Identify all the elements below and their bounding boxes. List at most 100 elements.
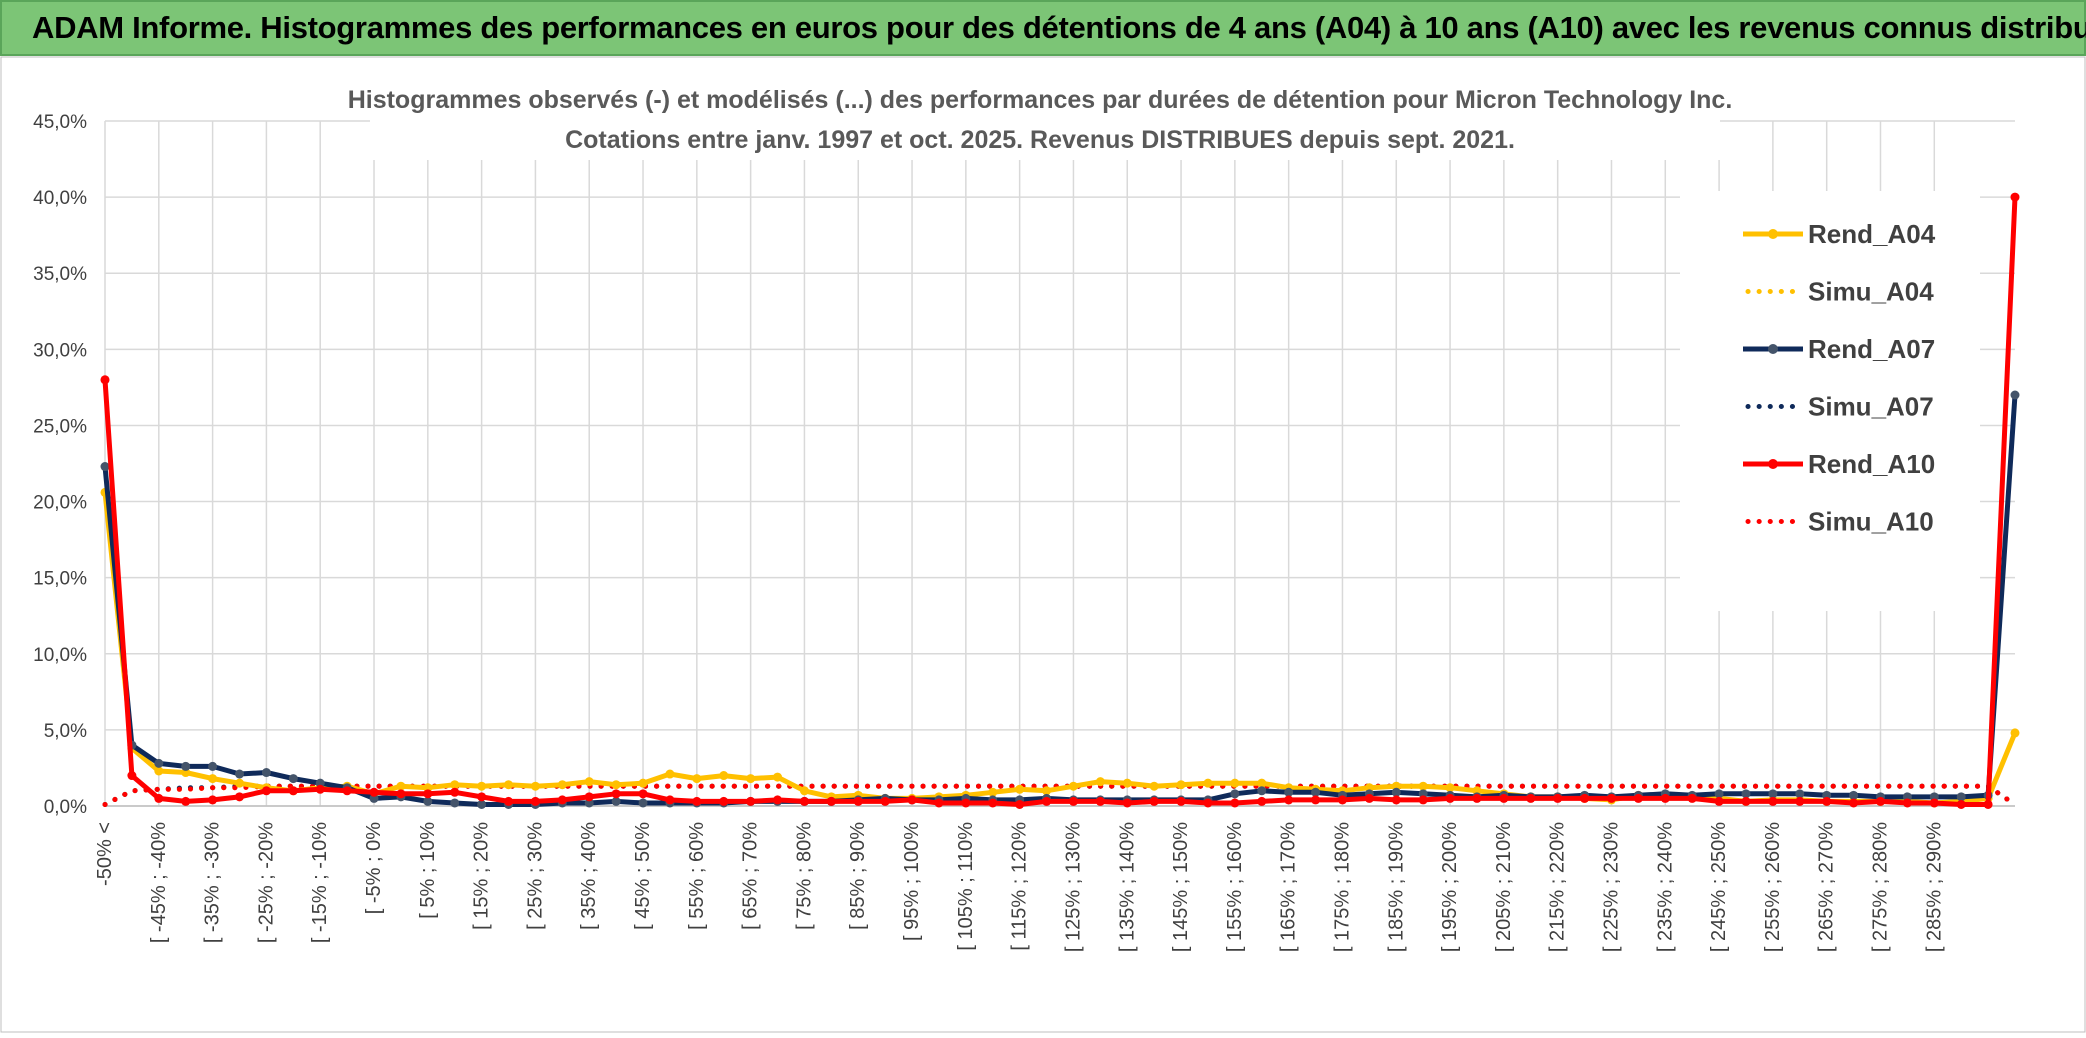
data-point <box>1983 799 1993 809</box>
data-point <box>1499 793 1509 803</box>
data-point <box>638 789 648 799</box>
y-tick-label: 45,0% <box>33 112 87 133</box>
data-point <box>961 798 971 808</box>
legend-label: Rend_A04 <box>1808 219 1936 249</box>
data-point <box>1687 793 1697 803</box>
legend-label: Simu_A04 <box>1808 277 1934 307</box>
x-tick-label: -50% < <box>94 822 116 886</box>
legend-item: Rend_A04 <box>1743 219 1936 249</box>
data-point <box>1741 796 1751 806</box>
histogram-chart: 0,0% 5,0% 10,0% 15,0% 20,0% 25,0% 30,0% 35,0% 40… <box>0 56 2086 1033</box>
data-point <box>1714 796 1724 806</box>
x-axis-ticks: -50% < [ -45% ; -40% [ -35% ; -30% [ -25% ;… <box>94 822 1945 952</box>
data-point <box>288 774 298 784</box>
y-tick-label: 20,0% <box>33 493 87 514</box>
data-point <box>1929 798 1939 808</box>
data-point <box>1849 790 1859 800</box>
data-point <box>988 798 998 808</box>
data-point <box>557 795 567 805</box>
data-point <box>1875 796 1885 806</box>
data-point <box>1956 792 1966 802</box>
x-tick-label: [ -25% ; -20% <box>255 822 277 943</box>
data-point <box>477 781 487 791</box>
data-point <box>611 780 621 790</box>
data-point <box>665 769 675 779</box>
legend-item: Simu_A10 <box>1745 507 1934 537</box>
x-tick-label: [ 15% ; 20% <box>471 822 493 930</box>
x-tick-label: [ 55% ; 60% <box>686 822 708 930</box>
x-tick-label: [ 65% ; 70% <box>740 822 762 930</box>
data-point <box>1042 796 1052 806</box>
y-tick-label: 15,0% <box>33 569 87 590</box>
y-tick-label: 10,0% <box>33 645 87 666</box>
data-point <box>799 786 809 796</box>
data-point <box>1418 781 1428 791</box>
data-point <box>638 778 648 788</box>
data-point <box>692 796 702 806</box>
legend-label: Simu_A07 <box>1808 392 1934 422</box>
data-point <box>530 796 540 806</box>
data-point <box>1068 781 1078 791</box>
data-point <box>504 796 514 806</box>
data-point <box>934 798 944 808</box>
x-tick-label: [ 125% ; 130% <box>1062 822 1084 952</box>
data-point <box>208 774 218 784</box>
report-title: ADAM Informe. Histogrammes des performan… <box>32 10 2086 45</box>
data-point <box>826 796 836 806</box>
data-point <box>1149 781 1159 791</box>
x-tick-label: [ 245% ; 250% <box>1708 822 1730 952</box>
data-point <box>1553 793 1563 803</box>
x-tick-label: [ 235% ; 240% <box>1654 822 1676 952</box>
x-tick-label: [ 275% ; 280% <box>1869 822 1891 952</box>
data-point <box>1122 798 1132 808</box>
x-tick-label: [ 185% ; 190% <box>1385 822 1407 952</box>
data-point <box>235 769 245 779</box>
data-point <box>611 789 621 799</box>
data-point <box>208 795 218 805</box>
data-point <box>100 462 110 472</box>
data-point <box>1660 793 1670 803</box>
data-point <box>2010 192 2020 202</box>
data-point <box>1176 780 1186 790</box>
data-point <box>2010 728 2020 738</box>
data-point <box>1795 796 1805 806</box>
data-point <box>1418 795 1428 805</box>
data-point <box>1257 786 1267 796</box>
data-point <box>100 375 110 385</box>
data-point <box>1768 789 1778 799</box>
data-point <box>235 792 245 802</box>
y-tick-label: 5,0% <box>44 721 87 742</box>
data-point <box>2010 390 2020 400</box>
chart-title-background <box>370 82 1720 160</box>
data-point <box>342 786 352 796</box>
data-point <box>154 758 164 768</box>
data-point <box>1149 796 1159 806</box>
data-point <box>638 798 648 808</box>
x-tick-label: [ 265% ; 270% <box>1816 822 1838 952</box>
x-tick-label: [ 45% ; 50% <box>632 822 654 930</box>
x-tick-label: [ 35% ; 40% <box>578 822 600 930</box>
chart-legend: Rend_A04 Simu_A04 Rend_A07 Simu_A07 Rend_A10… <box>1680 191 1980 611</box>
data-point <box>1176 796 1186 806</box>
x-tick-label: [ -15% ; -10% <box>309 822 331 943</box>
x-tick-label: [ 25% ; 30% <box>524 822 546 930</box>
data-point <box>719 771 729 781</box>
data-point <box>315 784 325 794</box>
y-tick-label: 30,0% <box>33 340 87 361</box>
data-point <box>181 796 191 806</box>
data-point <box>692 774 702 784</box>
data-point <box>1257 778 1267 788</box>
data-point <box>1741 789 1751 799</box>
data-point <box>423 789 433 799</box>
data-point <box>773 772 783 782</box>
x-tick-label: [ 145% ; 150% <box>1170 822 1192 952</box>
y-tick-label: 35,0% <box>33 264 87 285</box>
data-point <box>477 792 487 802</box>
y-axis-ticks: 0,0% 5,0% 10,0% 15,0% 20,0% 25,0% 30,0% 35,0% 40… <box>33 112 87 818</box>
x-tick-label: [ 165% ; 170% <box>1278 822 1300 952</box>
data-point <box>584 777 594 787</box>
data-point <box>584 792 594 802</box>
legend-item: Rend_A07 <box>1743 334 1935 364</box>
data-point <box>665 795 675 805</box>
data-point <box>1445 793 1455 803</box>
